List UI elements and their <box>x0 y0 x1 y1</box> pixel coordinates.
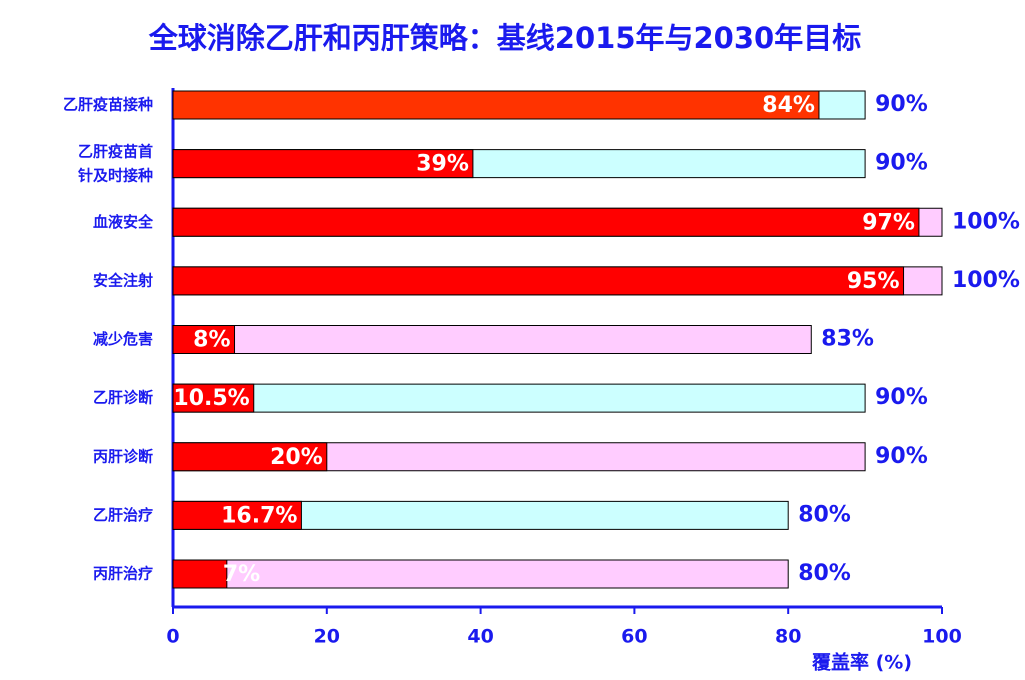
x-tick-label: 40 <box>467 626 493 648</box>
y-tick-label: 乙肝诊断 <box>93 389 153 407</box>
target-bar <box>172 383 866 413</box>
y-tick-label: 乙肝治疗 <box>93 506 153 524</box>
target-bar <box>172 325 812 354</box>
x-axis-label: 覆盖率 (%) <box>811 651 912 674</box>
x-tick-label: 80 <box>775 626 801 648</box>
target-label: 80% <box>798 561 851 586</box>
target-label: 80% <box>798 502 851 527</box>
baseline-label: 20% <box>270 445 323 470</box>
baseline-bar <box>172 149 474 179</box>
baseline-label: 95% <box>847 269 900 294</box>
target-label: 83% <box>821 327 874 352</box>
target-bar <box>172 559 789 589</box>
target-label: 90% <box>875 92 928 117</box>
target-label: 100% <box>952 209 1020 234</box>
x-tick-label: 20 <box>314 626 340 648</box>
baseline-label: 10.5% <box>173 386 249 411</box>
x-tick-label: 60 <box>621 626 647 648</box>
baseline-label: 84% <box>762 93 815 118</box>
y-tick-label: 丙肝治疗 <box>93 565 153 583</box>
baseline-label: 97% <box>862 210 915 235</box>
baseline-bar <box>172 207 920 237</box>
x-tick-label: 0 <box>166 626 179 648</box>
baseline-bar <box>172 266 905 296</box>
target-label: 90% <box>875 151 928 176</box>
baseline-label: 39% <box>416 152 469 177</box>
chart-title: 全球消除乙肝和丙肝策略：基线2015年与2030年目标 <box>148 21 861 55</box>
y-tick-label: 安全注射 <box>93 271 153 289</box>
y-tick-label: 乙肝疫苗接种 <box>63 96 153 114</box>
baseline-bar <box>172 500 302 530</box>
baseline-bar <box>172 442 328 472</box>
target-label: 90% <box>875 385 928 410</box>
baseline-bar <box>172 325 236 354</box>
y-tick-label: 丙肝诊断 <box>93 447 153 465</box>
baseline-label: 8% <box>193 328 230 353</box>
baseline-bar <box>172 90 820 120</box>
target-label: 90% <box>875 444 928 469</box>
baseline-bar <box>172 383 255 413</box>
target-label: 100% <box>952 268 1020 293</box>
y-tick-label: 减少危害 <box>93 330 153 348</box>
y-tick-label: 乙肝疫苗首针及时接种 <box>78 142 153 184</box>
y-tick-label: 血液安全 <box>93 213 154 231</box>
baseline-label: 16.7% <box>221 503 297 528</box>
baseline-label: 7% <box>223 562 260 587</box>
x-tick-label: 100 <box>922 626 962 648</box>
baseline-bar <box>172 559 228 589</box>
